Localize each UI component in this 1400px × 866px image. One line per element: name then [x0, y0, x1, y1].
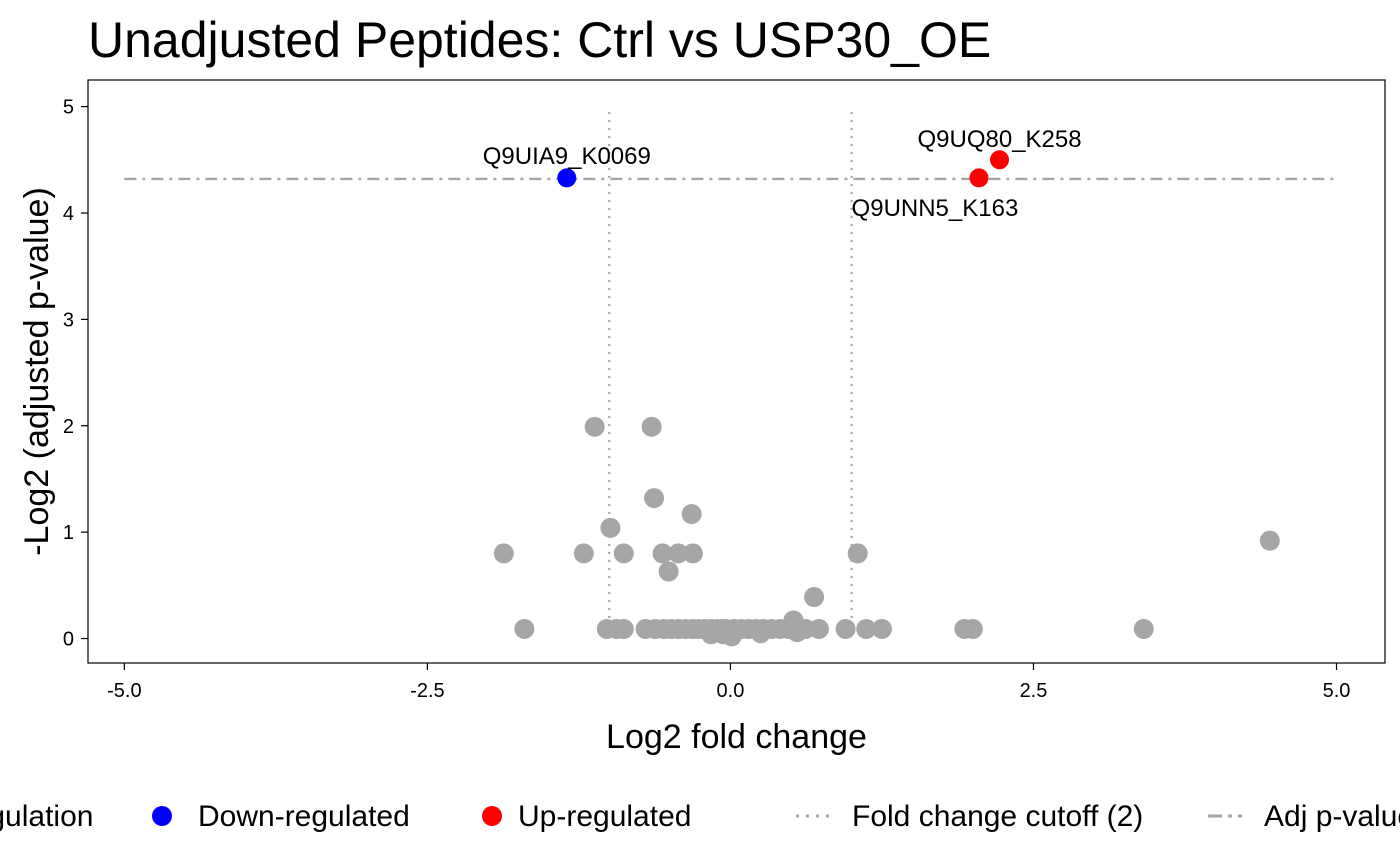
- y-tick-label: 1: [63, 522, 74, 544]
- plot-panel-border: [87, 79, 1386, 664]
- x-tick-label: 2.5: [1020, 680, 1048, 702]
- not-significant-point: [808, 618, 829, 639]
- not-significant-point: [658, 561, 679, 582]
- chart-title: Unadjusted Peptides: Ctrl vs USP30_OE: [88, 12, 991, 68]
- reference-lines: [124, 111, 1337, 639]
- y-tick-label: 2: [63, 416, 74, 438]
- y-tick-label: 3: [63, 309, 74, 331]
- x-tick-label: -5.0: [107, 680, 141, 702]
- y-tick-label: 5: [63, 97, 74, 119]
- not-significant-point: [750, 623, 771, 644]
- legend-title: Regulation: [0, 800, 93, 833]
- legend-down-key: [152, 806, 172, 826]
- data-points: [493, 150, 1280, 647]
- not-significant-point: [835, 618, 856, 639]
- x-tick-label: 0.0: [717, 680, 745, 702]
- not-significant-point: [871, 618, 892, 639]
- not-significant-point: [1133, 618, 1154, 639]
- point-labels: Q9UIA9_K0069 Q9UQ80_K258 Q9UNN5_K163: [483, 126, 1082, 222]
- down-regulated-point: [557, 168, 577, 188]
- not-significant-point: [962, 618, 983, 639]
- point-label: Q9UNN5_K163: [852, 195, 1019, 222]
- x-axis-title: Log2 fold change: [606, 718, 867, 756]
- not-significant-point: [681, 504, 702, 525]
- not-significant-point: [600, 517, 621, 538]
- point-label: Q9UIA9_K0069: [483, 143, 651, 170]
- up-regulated-point: [969, 168, 989, 188]
- not-significant-point: [641, 416, 662, 437]
- not-significant-point: [1259, 530, 1280, 551]
- not-significant-point: [613, 543, 634, 564]
- x-tick-label: 5.0: [1323, 680, 1351, 702]
- not-significant-point: [856, 618, 877, 639]
- not-significant-point: [668, 543, 689, 564]
- not-significant-point: [584, 416, 605, 437]
- up-regulated-point: [990, 150, 1010, 170]
- y-tick-label: 0: [63, 629, 74, 651]
- not-significant-point: [644, 488, 665, 509]
- not-significant-point: [847, 543, 868, 564]
- not-significant-point: [514, 618, 535, 639]
- point-label: Q9UQ80_K258: [917, 126, 1081, 153]
- y-tick-label: 4: [63, 203, 74, 225]
- x-axis: -5.0 -2.5 0.0 2.5 5.0: [107, 663, 1350, 702]
- not-significant-point: [804, 587, 825, 608]
- legend-item-label: Down-regulated: [198, 800, 410, 833]
- x-tick-label: -2.5: [410, 680, 444, 702]
- legend: Regulation Down-regulated Up-regulated Fold…: [0, 800, 1400, 833]
- y-axis: 0 1 2 3 4 5: [63, 97, 88, 651]
- not-significant-point: [613, 618, 634, 639]
- not-significant-point: [787, 622, 808, 643]
- not-significant-point: [721, 626, 742, 647]
- not-significant-point: [493, 543, 514, 564]
- legend-item-label: Adj p-value: [1264, 800, 1400, 833]
- y-axis-title: -Log2 (adjusted p-value): [18, 187, 56, 556]
- not-significant-point: [682, 543, 703, 564]
- legend-item-label: Up-regulated: [518, 800, 691, 833]
- not-significant-point: [573, 543, 594, 564]
- legend-up-key: [482, 806, 502, 826]
- not-significant-point: [652, 543, 673, 564]
- legend-item-label: Fold change cutoff (2): [852, 800, 1143, 833]
